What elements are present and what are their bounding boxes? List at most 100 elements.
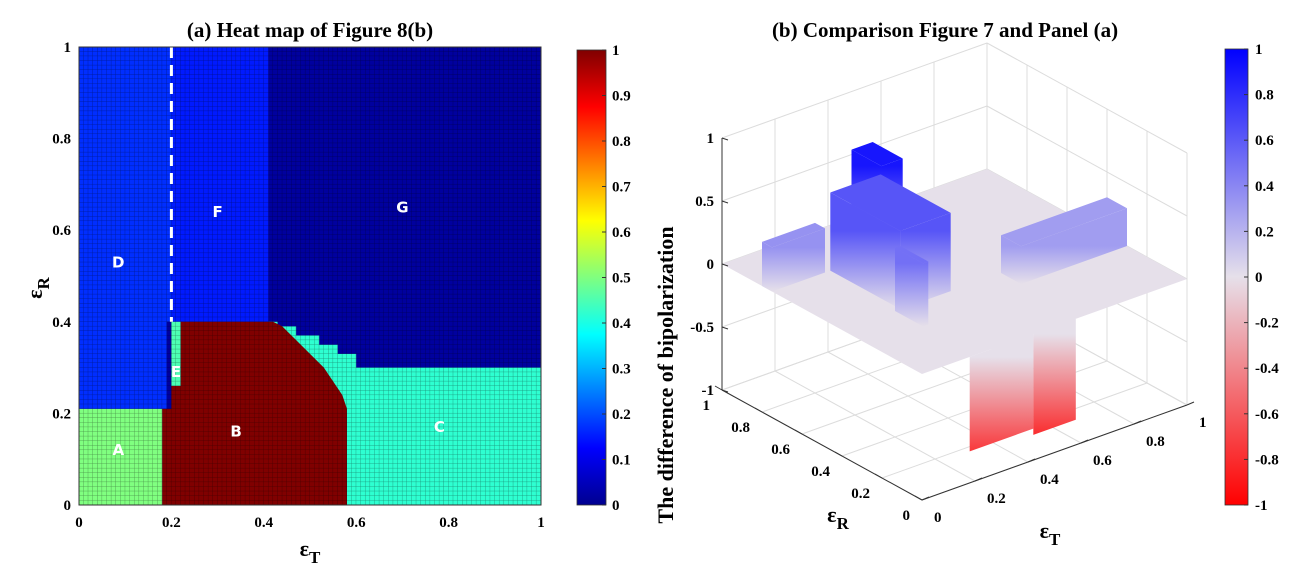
y-tick-label: 1 bbox=[64, 40, 72, 56]
r-tick bbox=[714, 385, 723, 391]
t-axis-label: εT bbox=[1040, 518, 1061, 549]
r-tick bbox=[754, 407, 763, 413]
z-tick bbox=[721, 137, 729, 141]
surface-block-face bbox=[923, 261, 929, 327]
colorbar-tick-label: 0.2 bbox=[612, 407, 631, 423]
region-label-a: A bbox=[112, 441, 124, 459]
t-tick-label: 0 bbox=[934, 510, 942, 526]
heatmap-frame bbox=[78, 46, 542, 506]
t-tick-label: 0.2 bbox=[987, 491, 1006, 507]
t-tick-label: 0.6 bbox=[1093, 453, 1112, 469]
colorbar-jet bbox=[576, 49, 607, 506]
z-tick bbox=[721, 326, 729, 330]
colorbar-tick-label: 0.7 bbox=[612, 180, 631, 196]
colorbar-b-ticks: -1 -0.8 -0.6 -0.4 -0.2 0 0.2 0.4 0.6 0.8 1 bbox=[1244, 42, 1279, 514]
colorbar-tick-label: 0.1 bbox=[612, 453, 631, 469]
t-tick-label: 1 bbox=[1199, 415, 1207, 431]
back-wall-grid-line bbox=[721, 42, 988, 139]
colorbar-tick-label: 1 bbox=[612, 43, 620, 59]
colorbar-tick-label: 0.5 bbox=[612, 271, 631, 287]
colorbar-a-ticks: 0 0.1 0.2 0.3 0.4 0.5 0.6 0.7 0.8 0.9 1 bbox=[602, 43, 631, 514]
r-tick-label: 0.2 bbox=[851, 486, 870, 502]
colorbar-tick-label: 0 bbox=[1255, 270, 1263, 286]
colorbar-tick-label: -1 bbox=[1255, 498, 1268, 514]
y-axis-label: εR bbox=[22, 276, 53, 298]
r-tick bbox=[794, 429, 803, 435]
colorbar-tick-label: 0.6 bbox=[612, 225, 631, 241]
colorbar-tick-label: 0.6 bbox=[1255, 133, 1274, 149]
colorbar-tick-label: -0.2 bbox=[1255, 316, 1279, 332]
t-tick bbox=[1133, 420, 1142, 425]
t-tick bbox=[1186, 401, 1195, 406]
x-axis-label: εT bbox=[300, 536, 321, 567]
surface-block-top bbox=[830, 174, 951, 231]
heatmap-ticks: 0 0.2 0.4 0.6 0.8 1 0 0.2 0.4 0.6 0.8 1 bbox=[52, 40, 545, 531]
surface-block-face bbox=[895, 248, 923, 327]
r-tick bbox=[874, 473, 883, 479]
surface-block-face bbox=[1001, 235, 1021, 284]
side-wall-grid-line bbox=[986, 105, 1188, 217]
t-axis-line bbox=[921, 404, 1188, 501]
surface-pit-face bbox=[991, 311, 1034, 429]
colorbar-tick-label: 0.4 bbox=[612, 316, 631, 332]
x-tick-label: 1 bbox=[537, 515, 545, 531]
t-tick bbox=[921, 496, 930, 501]
region-label-e: E bbox=[171, 363, 181, 381]
colorbar-tick-label: 0.2 bbox=[1255, 224, 1274, 240]
colorbar-tick-label: -0.4 bbox=[1255, 361, 1279, 377]
panel-b-title: (b) Comparison Figure 7 and Panel (a) bbox=[772, 18, 1118, 42]
region-label-d: D bbox=[112, 253, 124, 271]
z-axis-label: The difference of bipolarization bbox=[653, 226, 678, 523]
panel-b: (b) Comparison Figure 7 and Panel (a) -1… bbox=[653, 18, 1279, 549]
t-tick-label: 0.4 bbox=[1040, 472, 1059, 488]
r-tick-label: 0.6 bbox=[771, 442, 790, 458]
colorbar-tick-label: -0.8 bbox=[1255, 452, 1279, 468]
r-tick-label: 0.8 bbox=[731, 420, 750, 436]
surface-block-top bbox=[762, 222, 825, 248]
surface-block-face bbox=[762, 241, 772, 292]
colorbar-tick-label: 0.9 bbox=[612, 89, 631, 105]
y-tick-label: 0.8 bbox=[52, 132, 71, 148]
t-tick bbox=[1080, 439, 1089, 444]
r-tick-label: 0.4 bbox=[811, 464, 830, 480]
z-tick bbox=[721, 263, 729, 267]
z-tick-label: -0.5 bbox=[690, 320, 714, 336]
floor-grid-line bbox=[827, 351, 1029, 463]
r-axis-label: εR bbox=[827, 502, 849, 533]
panel-a: (a) Heat map of Figure 8(b) G D F C B E A 0 0.2… bbox=[22, 18, 631, 567]
region-label-g: G bbox=[396, 198, 408, 216]
z-tick-label: 0.5 bbox=[695, 194, 714, 210]
colorbar-tick-label: 0 bbox=[612, 498, 620, 514]
x-tick-label: 0.2 bbox=[162, 515, 181, 531]
x-tick-label: 0.6 bbox=[347, 515, 366, 531]
surface-block-face bbox=[830, 192, 901, 310]
x-tick-label: 0.4 bbox=[254, 515, 273, 531]
t-tick-label: 0.8 bbox=[1146, 434, 1165, 450]
surface-plot bbox=[722, 142, 1187, 452]
region-labels: G D F C B E A bbox=[112, 198, 445, 459]
3d-axes-ticks: -1 -0.5 0 0.5 1 0 0.2 0.4 0.6 0.8 1 0 0.2 0.4 0.6 0.8 1 bbox=[690, 131, 1206, 526]
r-tick bbox=[914, 495, 923, 501]
surface-block-top bbox=[1001, 197, 1127, 247]
region-label-c: C bbox=[434, 418, 445, 436]
colorbar-tick-label: 1 bbox=[1255, 42, 1263, 58]
colorbar-tick-label: 0.8 bbox=[612, 134, 631, 150]
panel-a-title: (a) Heat map of Figure 8(b) bbox=[187, 18, 433, 42]
r-tick-label: 1 bbox=[703, 398, 711, 414]
r-tick-label: 0 bbox=[903, 508, 911, 524]
x-tick-label: 0 bbox=[75, 515, 83, 531]
surface-block-face bbox=[1021, 208, 1127, 284]
colorbar-tick-label: 0.8 bbox=[1255, 88, 1274, 104]
colorbar-tick-label: -0.6 bbox=[1255, 407, 1279, 423]
surface-block-top bbox=[895, 246, 929, 264]
z-tick bbox=[721, 389, 729, 393]
surface-block-face bbox=[772, 228, 825, 292]
floor-grid-line bbox=[774, 370, 976, 482]
region-label-f: F bbox=[212, 203, 222, 221]
colorbar-tick-label: 0.3 bbox=[612, 362, 631, 378]
heatmap-cell-grid bbox=[79, 47, 541, 505]
y-tick-label: 0.2 bbox=[52, 406, 71, 422]
r-tick bbox=[834, 451, 843, 457]
y-tick-label: 0.4 bbox=[52, 315, 71, 331]
